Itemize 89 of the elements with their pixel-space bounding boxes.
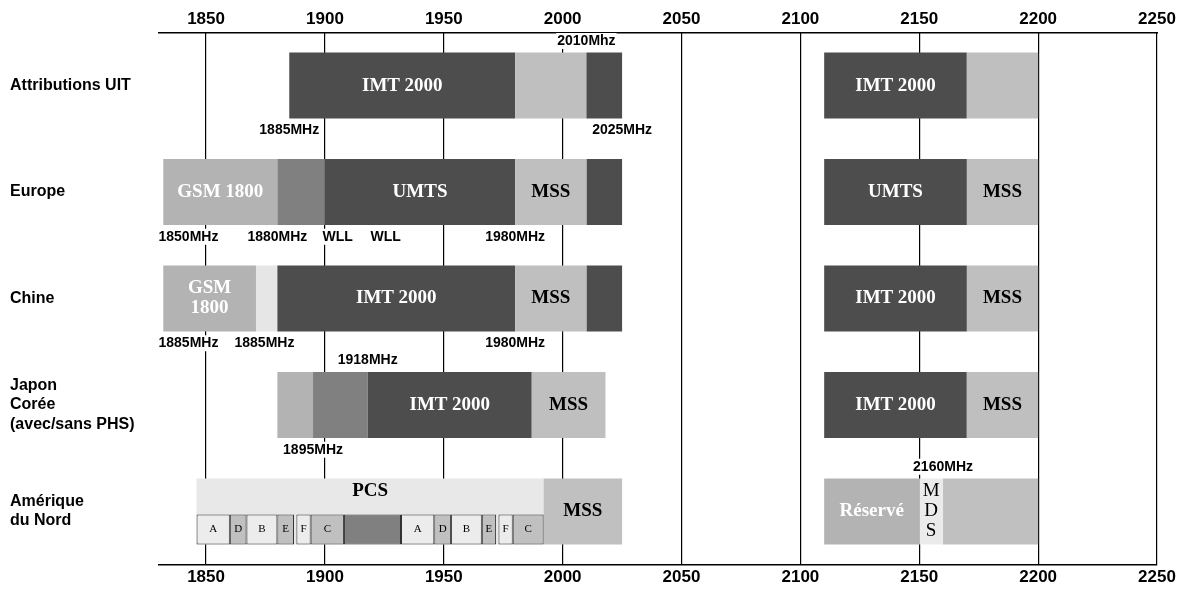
data-label: IMT 2000 [855, 73, 936, 95]
bar [515, 159, 587, 226]
data-label: IMT 2000 [361, 73, 443, 95]
data-label: IMT 2000 [409, 392, 490, 414]
x2-tick-label: 2150 [900, 567, 939, 587]
x-tick-label: 2150 [900, 8, 939, 28]
x-tick-label: 1950 [424, 8, 463, 28]
data-label: A [413, 522, 422, 535]
data-label: C [323, 522, 331, 535]
data-label: UMTS [868, 179, 923, 201]
bar [163, 159, 278, 226]
data-label: MSS [531, 286, 571, 308]
data-label: M D S [922, 479, 940, 541]
bar [277, 371, 314, 438]
bar [824, 159, 967, 226]
y-tick-label: Chine [10, 288, 55, 306]
annotation: 2025MHz [592, 121, 653, 138]
data-label: F [300, 522, 307, 535]
data-label: D [438, 522, 447, 535]
data-label: D [234, 522, 243, 535]
annotation: 1918MHz [337, 351, 398, 368]
annotation: 1980MHz [485, 334, 546, 351]
annotation: 1980MHz [485, 227, 546, 244]
y-tick-label: Europe [10, 182, 66, 200]
x-tick-label: 1900 [306, 8, 344, 28]
data-label: MSS [549, 392, 589, 414]
y-tick-label: Amérique du Nord [10, 492, 84, 529]
bar [367, 371, 532, 438]
annotation: 1880MHz [247, 227, 308, 244]
bar [277, 159, 325, 226]
data-label: A [209, 522, 218, 535]
data-label: IMT 2000 [855, 392, 936, 414]
x2-tick-label: 1850 [187, 567, 225, 587]
x2-tick-label: 2050 [662, 567, 701, 587]
data-label: MSS [563, 499, 603, 521]
data-label: MSS [982, 286, 1023, 308]
bar [277, 265, 516, 332]
annotation: WLL [370, 227, 402, 244]
x2-tick-label: 2250 [1138, 567, 1176, 587]
annotation: 1885MHz [158, 334, 219, 351]
data-label: E [485, 522, 493, 535]
bar [255, 265, 278, 332]
annotation: 2160MHz [913, 457, 973, 474]
data-label: B [462, 522, 471, 535]
annotation: 2010Mhz [557, 31, 616, 48]
annotation: WLL [322, 227, 354, 244]
x2-tick-label: 1900 [306, 567, 344, 587]
data-label: E [282, 522, 290, 535]
x-tick-label: 2250 [1138, 8, 1176, 28]
y-tick-label: Attributions UIT [10, 76, 132, 94]
data-label: GSM 1800 [177, 179, 264, 201]
bar [943, 478, 1039, 545]
data-label: GSM 1800 [187, 276, 232, 318]
x2-tick-label: 2000 [543, 567, 582, 587]
data-label: MSS [531, 179, 571, 201]
data-label: PCS [352, 479, 389, 501]
x2-tick-label: 1950 [424, 567, 463, 587]
data-label: C [524, 522, 532, 535]
x-tick-label: 2050 [662, 8, 701, 28]
x-tick-label: 2100 [781, 8, 820, 28]
bar [586, 265, 623, 332]
annotation: 1850MHz [158, 227, 219, 244]
y-tick-label: Japon Corée (avec/sans PHS) [10, 376, 135, 432]
x2-tick-label: 2200 [1019, 567, 1058, 587]
x-tick-label: 2200 [1019, 8, 1058, 28]
bar [586, 159, 623, 226]
data-label: B [258, 522, 266, 535]
data-label: IMT 2000 [356, 286, 437, 308]
bar [966, 159, 1039, 226]
bar [531, 371, 606, 438]
annotation: 1885MHz [259, 121, 320, 138]
data-label: UMTS [392, 179, 448, 201]
bar [324, 159, 516, 226]
data-label: F [502, 522, 509, 535]
data-label: IMT 2000 [855, 286, 936, 308]
x-tick-label: 2000 [543, 8, 582, 28]
x-tick-label: 1850 [187, 8, 225, 28]
bar [966, 265, 1039, 332]
bar [515, 265, 587, 332]
bar [824, 371, 967, 438]
bar [824, 265, 967, 332]
data-label: MSS [982, 392, 1023, 414]
x2-tick-label: 2100 [781, 567, 820, 587]
data-label: MSS [982, 179, 1023, 201]
annotation: 1885MHz [234, 334, 295, 351]
data-label: Réservé [839, 499, 904, 521]
annotation: 1895MHz [283, 440, 343, 457]
bar [586, 52, 623, 119]
bar [313, 371, 368, 438]
